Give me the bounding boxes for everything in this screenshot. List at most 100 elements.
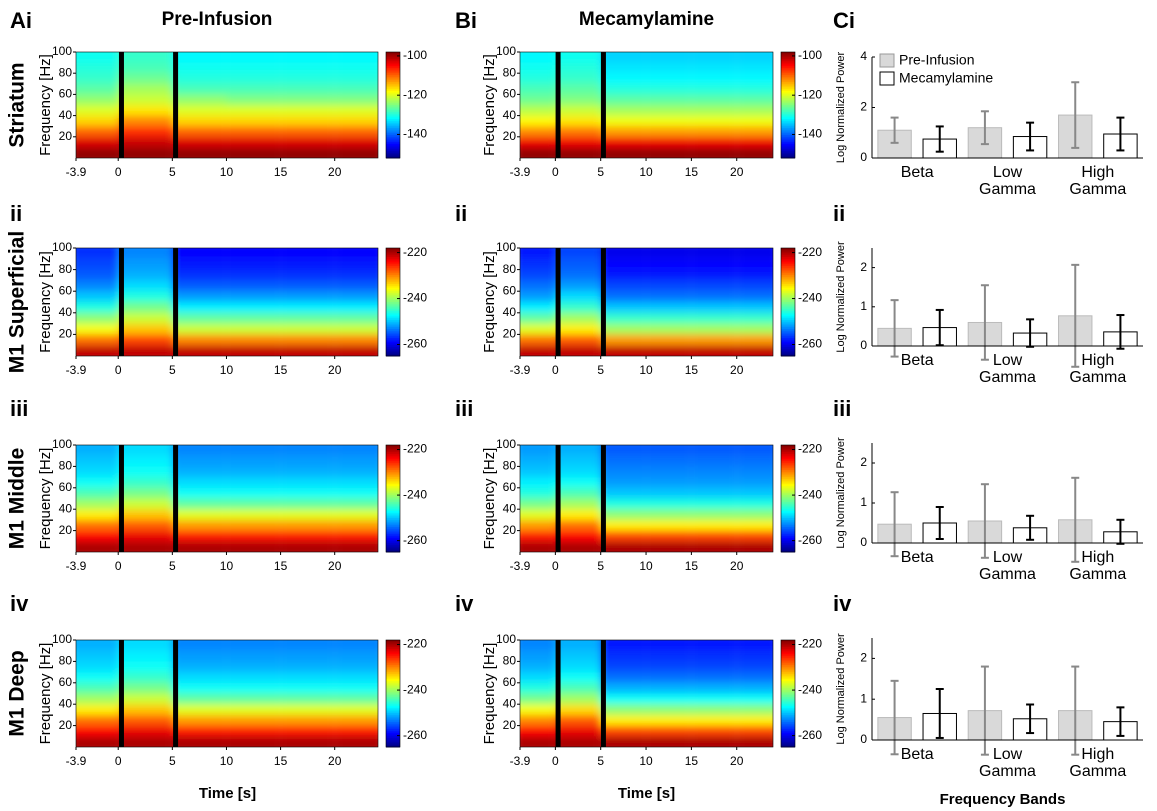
- colorbar-step: [386, 723, 400, 727]
- colorbar-step: [781, 131, 795, 134]
- x-tick-label: 20: [328, 559, 342, 573]
- heatmap-cell: [76, 83, 119, 95]
- colorbar-step: [386, 87, 400, 90]
- heatmap-cell: [334, 62, 378, 74]
- colorbar-step: [386, 516, 400, 519]
- heatmap-cell: [555, 105, 601, 116]
- heatmap-cell: [600, 280, 647, 292]
- heatmap-cell: [691, 73, 737, 84]
- y-tick-label: 40: [503, 305, 517, 319]
- heatmap-cell: [646, 302, 692, 313]
- heatmap-cell: [226, 62, 281, 74]
- colorbar-step: [386, 82, 400, 85]
- colorbar-step: [386, 131, 400, 134]
- heatmap-cell: [334, 136, 378, 148]
- heatmap-cell: [76, 445, 119, 456]
- colorbar-step: [386, 727, 400, 730]
- heatmap-cell: [736, 302, 773, 313]
- heatmap-cell: [691, 248, 737, 259]
- y-tick-label: 20: [503, 718, 517, 732]
- colorbar-step: [781, 298, 795, 301]
- heatmap-cell: [334, 83, 378, 95]
- colorbar-step: [781, 509, 795, 512]
- plot-frame: [519, 444, 774, 553]
- colorbar-step: [386, 345, 400, 348]
- colorbar-step: [386, 287, 400, 290]
- x-axis-label: Frequency Bands: [940, 791, 1066, 808]
- x-tick-label: 0: [115, 165, 122, 179]
- colorbar-step: [781, 666, 795, 670]
- colorbar-step: [781, 113, 795, 117]
- heatmap-cell: [226, 519, 281, 531]
- error-bar: [935, 308, 944, 347]
- heatmap-cell: [118, 650, 173, 662]
- colorbar-step: [781, 493, 795, 496]
- colorbar-step: [386, 505, 400, 508]
- colorbar-step: [386, 525, 400, 528]
- colorbar-step: [386, 527, 400, 530]
- colorbar-step: [781, 539, 795, 542]
- heatmap-cell: [334, 477, 378, 488]
- colorbar-step: [781, 343, 795, 346]
- colorbar-step: [386, 473, 400, 476]
- heatmap-cell: [520, 269, 556, 281]
- y-tick-label: 40: [59, 305, 73, 319]
- colorbar-step: [781, 311, 795, 314]
- heatmap-cell: [172, 258, 227, 270]
- heatmap-cell: [520, 147, 556, 158]
- x-tick-label: -3.9: [66, 363, 87, 377]
- heatmap-cell: [646, 126, 692, 137]
- colorbar-step: [781, 482, 795, 485]
- colorbar-step: [386, 643, 400, 646]
- heatmap-cell: [76, 714, 119, 726]
- colorbar-step: [781, 352, 795, 355]
- error-bar: [890, 299, 899, 358]
- heatmap-cell: [555, 302, 601, 313]
- heatmap-cell: [76, 477, 119, 488]
- colorbar-step: [781, 66, 795, 69]
- colorbar-step: [386, 336, 400, 339]
- y-tick-label: 20: [59, 523, 73, 537]
- heatmap-cell: [646, 466, 692, 478]
- heatmap-cell: [736, 714, 773, 726]
- heatmap-cell: [334, 73, 378, 84]
- x-axis-label: Time [s]: [618, 785, 675, 802]
- heatmap-cell: [280, 280, 335, 292]
- heatmap-cell: [280, 682, 335, 694]
- colorbar-step: [386, 334, 400, 337]
- heatmap-cell: [226, 126, 281, 137]
- colorbar-step: [386, 663, 400, 666]
- colorbar-step: [781, 484, 795, 487]
- colorbar-step: [386, 654, 400, 657]
- heatmap-cell: [118, 115, 173, 127]
- colorbar-tick-label: -220: [403, 637, 427, 651]
- colorbar-step: [781, 510, 795, 514]
- heatmap-cell: [334, 52, 378, 63]
- colorbar-step: [781, 276, 795, 280]
- colorbar-step: [386, 666, 400, 670]
- colorbar-tick-label: -140: [403, 127, 427, 141]
- heatmap-cell: [600, 640, 647, 651]
- heatmap-cell: [646, 115, 692, 127]
- heatmap-cell: [118, 280, 173, 292]
- heatmap-cell: [736, 291, 773, 302]
- x-tick-label: 10: [220, 165, 234, 179]
- colorbar-step: [781, 491, 795, 494]
- heatmap-cell: [118, 640, 173, 651]
- x-tick-label: -3.9: [510, 754, 531, 768]
- colorbar-step: [386, 469, 400, 473]
- heatmap-cell: [600, 650, 647, 662]
- colorbar-step: [386, 343, 400, 346]
- y-axis-label: Frequency [Hz]: [37, 54, 54, 156]
- heatmap-cell: [736, 312, 773, 324]
- heatmap-cell: [172, 725, 227, 737]
- error-bar: [1071, 81, 1080, 149]
- heatmap-cell: [226, 83, 281, 95]
- heatmap-cell: [691, 519, 737, 531]
- colorbar-step: [386, 97, 400, 101]
- heatmap-cell: [118, 323, 173, 335]
- heatmap-cell: [736, 661, 773, 673]
- heatmap-cell: [118, 736, 173, 747]
- heatmap-cell: [646, 94, 692, 105]
- colorbar-step: [386, 705, 400, 709]
